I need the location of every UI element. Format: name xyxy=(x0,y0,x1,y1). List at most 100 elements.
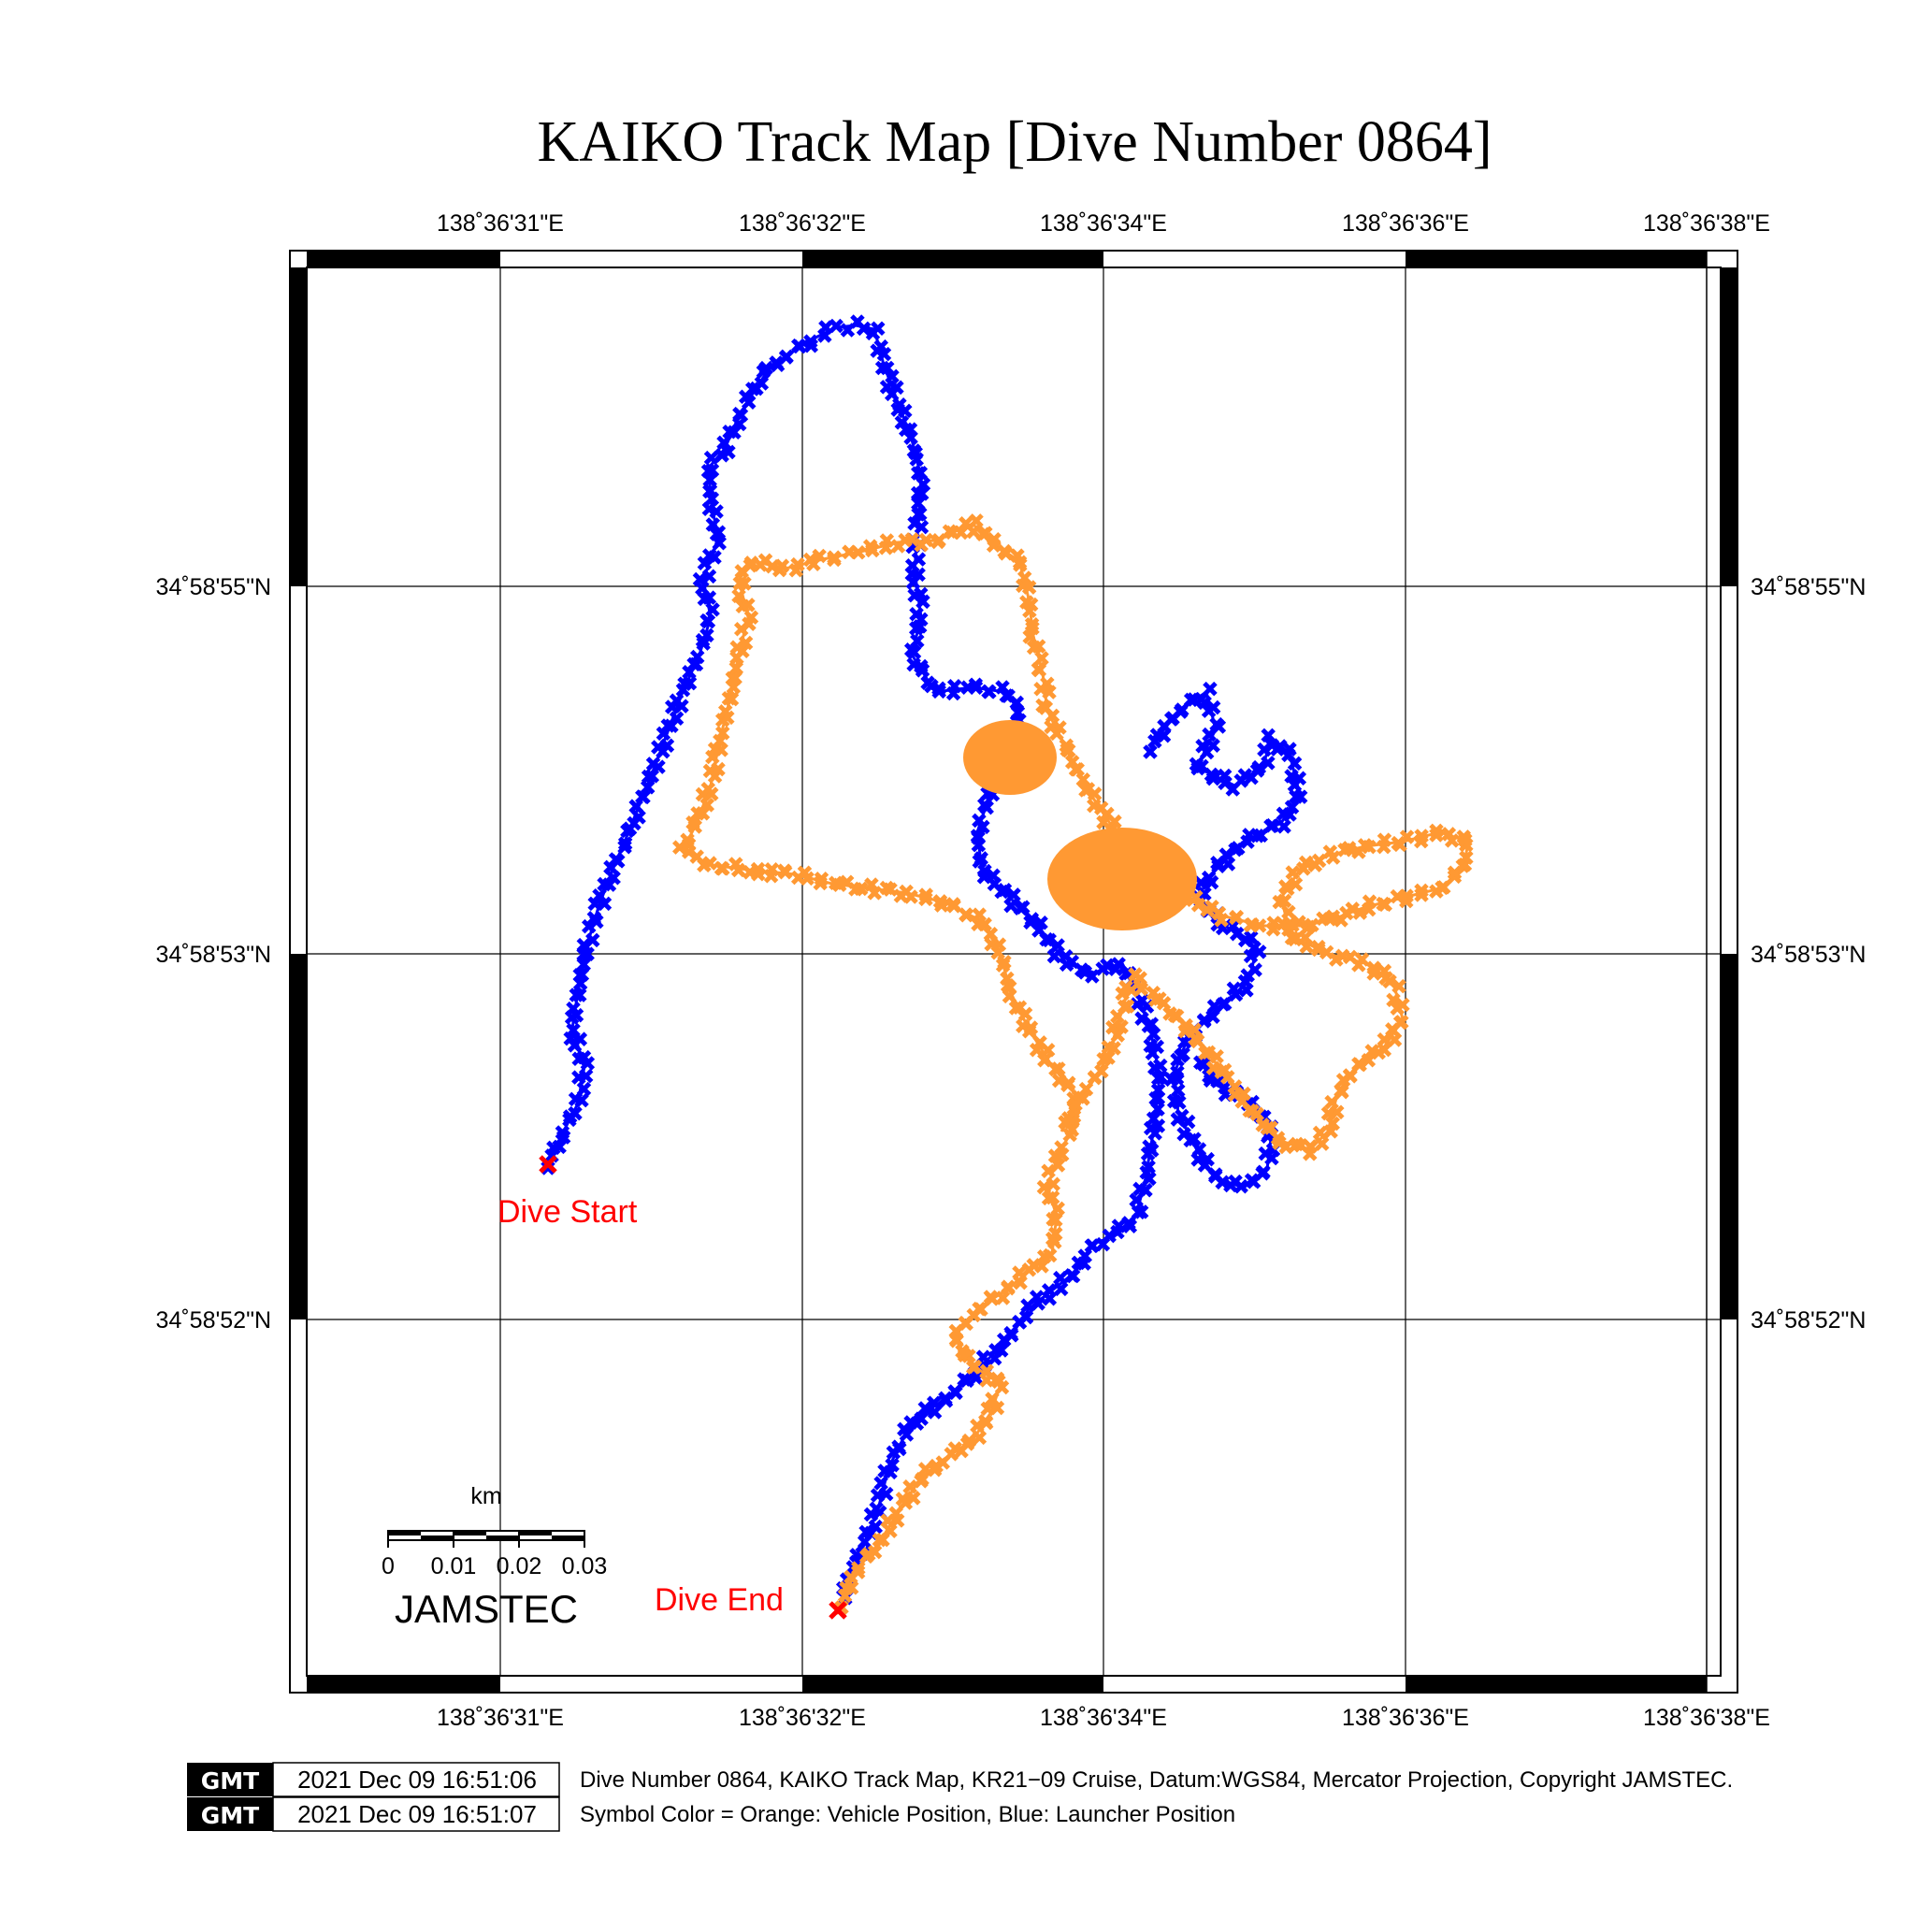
track-symbol xyxy=(1033,681,1048,697)
track-symbol xyxy=(790,870,806,886)
track-symbol xyxy=(703,450,719,466)
track-symbol xyxy=(895,1492,911,1507)
track-symbol xyxy=(1364,1044,1379,1059)
track-symbol xyxy=(893,888,909,903)
track-symbol xyxy=(555,1125,570,1140)
track-symbol xyxy=(669,693,685,708)
track-symbol xyxy=(969,513,984,528)
track-symbol xyxy=(1042,685,1057,699)
track-symbol xyxy=(915,1471,930,1487)
scale-tick: 0.03 xyxy=(562,1553,608,1579)
track-symbol xyxy=(931,533,946,548)
track-symbol xyxy=(1130,997,1145,1012)
track-symbol xyxy=(1201,703,1217,718)
track-symbol xyxy=(818,320,833,335)
track-symbol xyxy=(714,860,729,876)
track-symbol xyxy=(1025,620,1040,636)
track-symbol xyxy=(1146,986,1161,1001)
track-symbol xyxy=(1382,973,1397,989)
track-symbol xyxy=(1050,1201,1065,1217)
track-symbol xyxy=(1251,759,1267,775)
track-symbol xyxy=(828,875,843,890)
track-symbol xyxy=(885,368,900,384)
track-symbol xyxy=(1261,756,1276,771)
track-symbol xyxy=(758,360,773,376)
track-symbol xyxy=(1314,1136,1330,1151)
lon-label: 138˚36'36"E xyxy=(1342,210,1469,237)
track-symbol xyxy=(1197,1013,1212,1028)
track-symbol xyxy=(1078,1081,1094,1097)
track-symbol xyxy=(1456,829,1472,844)
track-symbol xyxy=(1335,1073,1351,1088)
track-symbol xyxy=(1164,1072,1179,1088)
track-symbol xyxy=(1142,1171,1157,1187)
track-symbol xyxy=(1096,1051,1111,1067)
timestamp-1: 2021 Dec 09 16:51:06 xyxy=(297,1766,537,1794)
track-symbol xyxy=(1296,861,1311,876)
track-symbol xyxy=(927,1405,943,1420)
track-symbol xyxy=(1197,695,1212,711)
track-symbol xyxy=(1377,839,1391,855)
track-symbol xyxy=(580,946,595,961)
track-symbol xyxy=(1320,1105,1336,1121)
track-symbol xyxy=(918,891,933,907)
track-symbol xyxy=(803,334,818,349)
track-symbol xyxy=(743,610,759,626)
track-symbol xyxy=(1258,1146,1274,1161)
track-symbol xyxy=(1280,881,1295,897)
dive-start-label: Dive Start xyxy=(497,1194,638,1230)
track-symbol xyxy=(1285,917,1300,933)
track-symbol xyxy=(743,865,757,880)
scale-tick: 0 xyxy=(382,1553,395,1579)
track-symbol xyxy=(843,1580,859,1595)
track-symbol xyxy=(777,864,793,880)
gmt-logo-text: GMT xyxy=(201,1802,259,1829)
track-symbol xyxy=(1435,880,1451,895)
track-symbol xyxy=(1322,844,1338,859)
track-symbol xyxy=(685,815,700,830)
track-symbol xyxy=(1150,1102,1165,1117)
track-symbol xyxy=(728,857,743,872)
track-symbol xyxy=(872,1532,887,1548)
track-symbol xyxy=(1239,983,1254,998)
track-symbol xyxy=(903,430,918,445)
gmt-logo-text: GMT xyxy=(201,1767,259,1795)
track-symbol xyxy=(1288,876,1304,892)
track-symbol xyxy=(983,1290,999,1305)
track-symbol xyxy=(541,1161,555,1175)
track-symbol xyxy=(585,932,600,948)
track-symbol xyxy=(909,452,924,467)
track-symbol xyxy=(916,594,930,610)
track-symbol xyxy=(732,406,747,422)
track-symbol xyxy=(1148,1091,1163,1106)
lon-label: 138˚36'31"E xyxy=(437,210,564,237)
track-symbol xyxy=(905,575,921,590)
track-symbol xyxy=(1270,742,1285,757)
track-symbol xyxy=(576,937,592,953)
track-symbol xyxy=(971,837,987,853)
track-symbol xyxy=(911,507,926,522)
track-symbol xyxy=(704,463,720,478)
track-symbol xyxy=(932,894,948,909)
track-symbol xyxy=(1175,702,1189,717)
map-title: KAIKO Track Map [Dive Number 0864] xyxy=(537,110,1492,174)
track-symbol xyxy=(864,877,879,892)
lon-label: 138˚36'38"E xyxy=(1643,210,1770,237)
track-symbol xyxy=(1045,1189,1060,1205)
lon-label: 138˚36'36"E xyxy=(1342,1705,1469,1731)
track-symbol xyxy=(779,349,794,365)
track-symbol xyxy=(790,338,806,353)
lat-label: 34˚58'53"N xyxy=(1751,942,1866,968)
track-symbol xyxy=(865,542,880,558)
track-symbol xyxy=(965,1360,981,1375)
lat-label: 34˚58'52"N xyxy=(1751,1307,1866,1334)
track-symbol xyxy=(790,556,805,572)
track-symbol xyxy=(1276,806,1291,822)
dive-end-label: Dive End xyxy=(655,1582,784,1618)
track-symbol xyxy=(975,819,990,835)
track-symbol xyxy=(712,535,727,551)
track-symbol xyxy=(898,403,913,419)
track-symbol xyxy=(972,1430,988,1446)
track-symbol xyxy=(1050,1158,1066,1173)
track-symbol xyxy=(721,444,736,460)
